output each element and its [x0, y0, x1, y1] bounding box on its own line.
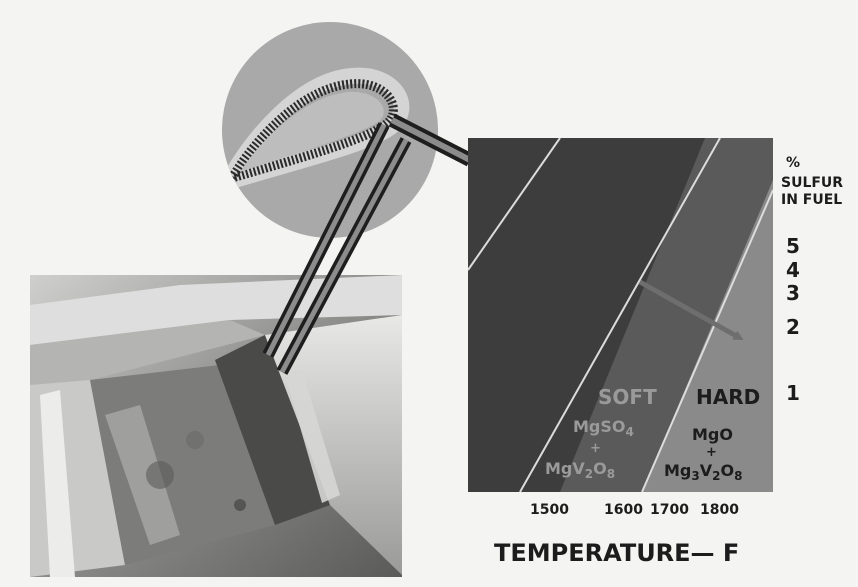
band-line-1	[468, 138, 561, 271]
trend-arrow	[638, 279, 744, 341]
deposit-hardness-chart: SOFT MgSO4 + MgV2O8 HARD MgO + Mg3V2O8	[468, 138, 773, 492]
sulfur-tick-3: 3	[786, 281, 800, 305]
temp-tick-1500: 1500	[530, 502, 569, 518]
temp-tick-1600: 1600	[604, 502, 643, 518]
soft-formula-line2: MgV2O8	[545, 459, 615, 481]
temp-tick-1800: 1800	[700, 502, 739, 518]
sulfur-axis-title-1: SULFUR	[781, 175, 843, 191]
turbine-blade-photo	[30, 275, 402, 577]
hard-formula-line1: MgO	[692, 425, 733, 444]
airfoil-outer-coating	[222, 67, 410, 196]
pointer-lines	[262, 113, 474, 375]
band-line-3	[641, 189, 773, 492]
sulfur-tick-1: 1	[786, 381, 800, 405]
soft-formula-plus: +	[590, 441, 601, 456]
soft-region-label: SOFT	[598, 385, 657, 409]
band-line-2	[519, 138, 721, 492]
temp-tick-1700: 1700	[650, 502, 689, 518]
sulfur-axis-title-2: IN FUEL	[781, 192, 842, 208]
temperature-axis-label: TEMPERATURE— F	[494, 539, 739, 567]
turbine-blade-photo-graphic	[30, 275, 402, 577]
sulfur-tick-5: 5	[786, 234, 800, 258]
temperature-axis: 1500 1600 1700 1800 TEMPERATURE— F	[494, 502, 739, 567]
sulfur-axis-percent: %	[786, 155, 800, 171]
sulfur-tick-2: 2	[786, 315, 800, 339]
soft-formula-line1: MgSO4	[573, 417, 634, 439]
sulfur-tick-4: 4	[786, 258, 800, 282]
airfoil-deposit-layer	[222, 79, 398, 186]
hard-region-label: HARD	[696, 385, 760, 409]
sulfur-axis: % SULFUR IN FUEL 5 4 3 2 1	[781, 155, 843, 405]
hard-formula-plus: +	[706, 445, 717, 460]
hard-formula-line2: Mg3V2O8	[664, 461, 742, 483]
airfoil-core	[240, 91, 384, 172]
